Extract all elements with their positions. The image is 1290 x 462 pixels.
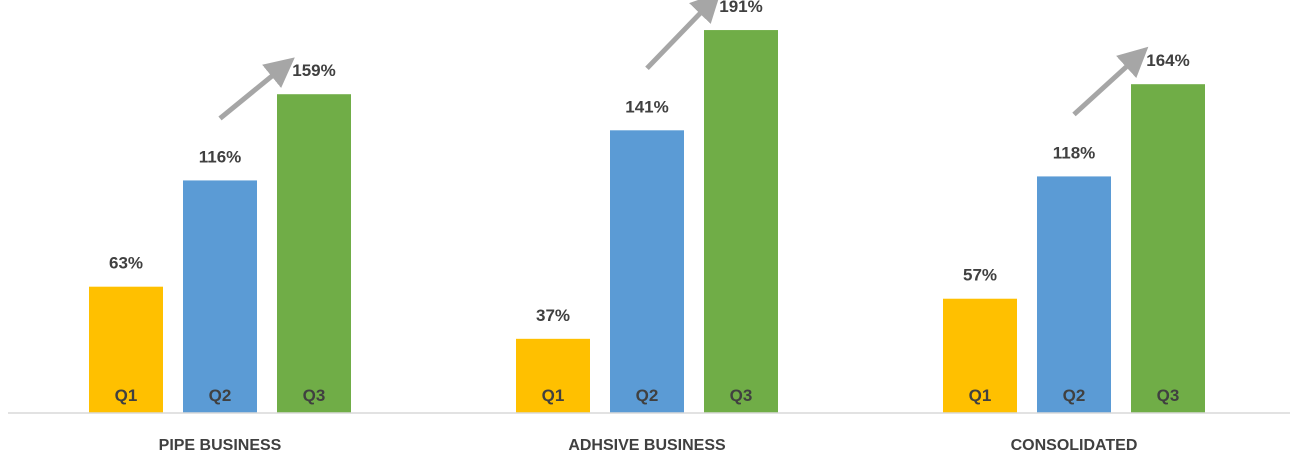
value-label-pipe-business-q1: 63% (109, 254, 143, 273)
bar-series-label-adhsive-business-q2: Q2 (636, 386, 659, 405)
growth-arrow-consolidated (1072, 46, 1149, 117)
bar-series-label-consolidated-q2: Q2 (1063, 386, 1086, 405)
growth-arrow-adhsive-business (645, 0, 721, 71)
value-label-consolidated-q1: 57% (963, 266, 997, 285)
value-label-adhsive-business-q1: 37% (536, 306, 570, 325)
category-label-pipe-business: PIPE BUSINESS (159, 437, 282, 454)
value-label-consolidated-q3: 164% (1146, 51, 1189, 70)
bar-consolidated-q2 (1037, 176, 1111, 413)
bar-adhsive-business-q3 (704, 30, 778, 413)
category-label-consolidated: CONSOLIDATED (1011, 437, 1138, 454)
bar-series-label-pipe-business-q2: Q2 (209, 386, 232, 405)
bar-consolidated-q3 (1131, 84, 1205, 414)
bar-series-label-consolidated-q3: Q3 (1157, 386, 1180, 405)
bar-series-label-adhsive-business-q1: Q1 (542, 386, 565, 405)
value-label-adhsive-business-q2: 141% (625, 97, 668, 116)
bar-series-label-consolidated-q1: Q1 (969, 386, 992, 405)
category-label-adhsive-business: ADHSIVE BUSINESS (568, 437, 726, 454)
value-label-consolidated-q2: 118% (1053, 143, 1096, 162)
bar-series-label-adhsive-business-q3: Q3 (730, 386, 753, 405)
bar-adhsive-business-q2 (610, 130, 684, 413)
value-label-adhsive-business-q3: 191% (719, 0, 762, 16)
bar-pipe-business-q3 (277, 94, 351, 414)
value-label-pipe-business-q3: 159% (292, 61, 335, 80)
bar-pipe-business-q2 (183, 180, 257, 413)
bar-series-label-pipe-business-q3: Q3 (303, 386, 326, 405)
bar-adhsive-business-q1 (516, 338, 590, 413)
bar-pipe-business-q1 (89, 286, 163, 413)
value-label-pipe-business-q2: 116% (199, 147, 242, 166)
bar-consolidated-q1 (943, 298, 1017, 413)
growth-arrow-pipe-business (218, 57, 295, 121)
bar-series-label-pipe-business-q1: Q1 (115, 386, 138, 405)
